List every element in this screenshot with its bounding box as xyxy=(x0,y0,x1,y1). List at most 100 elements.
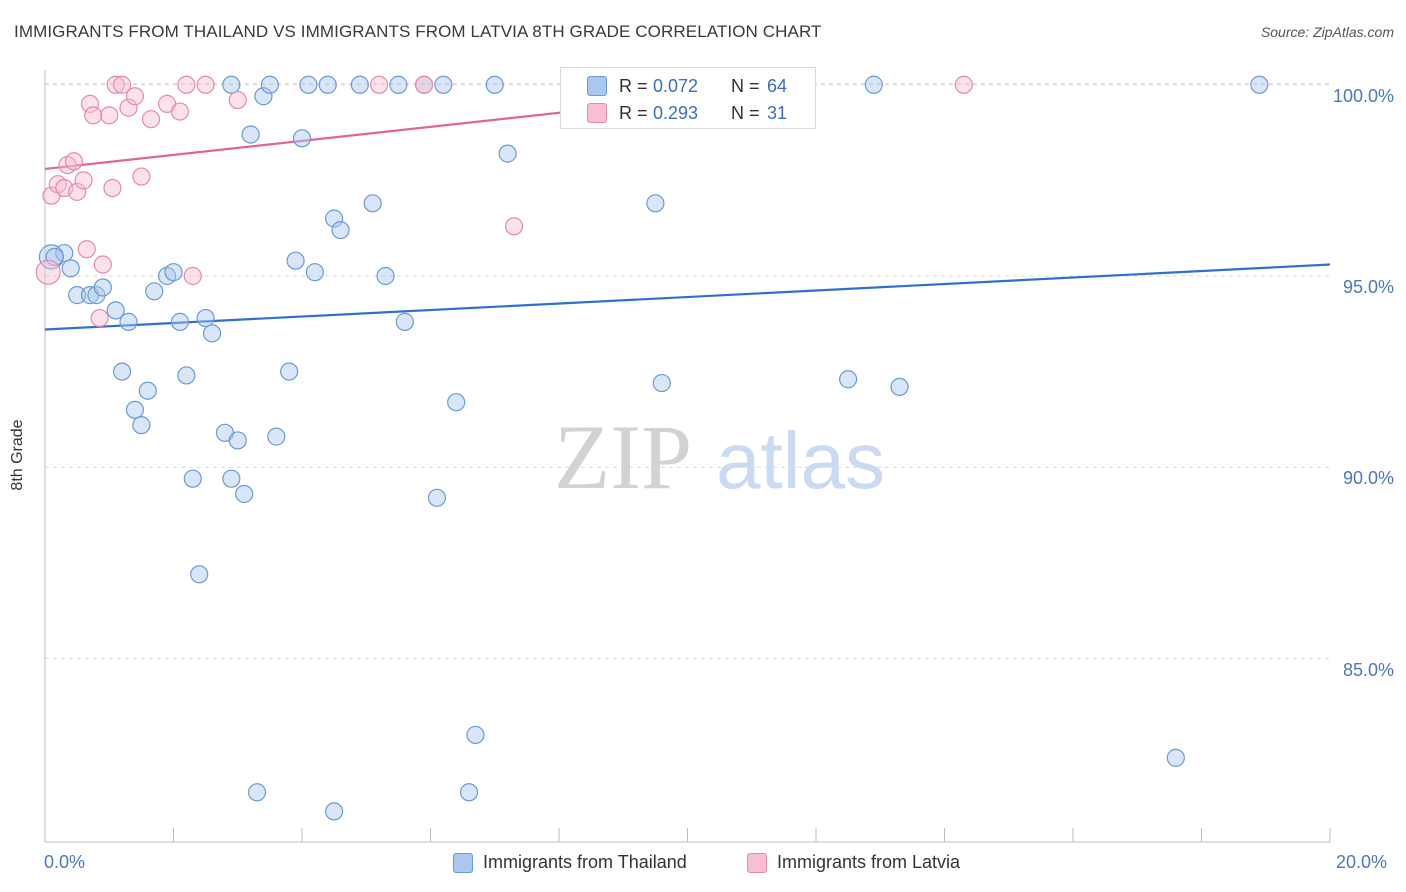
watermark-zip: ZIP xyxy=(554,406,692,508)
latvia-point-25 xyxy=(196,75,215,94)
latvia-point-13 xyxy=(100,106,119,125)
x-tick-min: 0.0% xyxy=(44,852,86,872)
thailand-point-49 xyxy=(485,75,504,94)
thailand-point-46 xyxy=(447,393,466,412)
legend-latvia[interactable]: Immigrants from Latvia xyxy=(747,852,960,873)
latvia-point-15 xyxy=(106,75,125,94)
thailand-point-44 xyxy=(427,488,447,507)
thailand-point-31 xyxy=(292,129,312,148)
thailand-point-24 xyxy=(228,431,247,450)
thailand-point-15 xyxy=(164,263,183,282)
thailand-point-21 xyxy=(202,324,222,343)
latvia-point-10 xyxy=(84,106,103,125)
thailand-point-3 xyxy=(68,286,87,305)
thailand-point-63 xyxy=(260,75,279,94)
thailand-r-value: 0.072 xyxy=(653,75,699,96)
source-label: Source: ZipAtlas.com xyxy=(1260,24,1394,40)
thailand-point-37 xyxy=(331,220,350,240)
data-points xyxy=(35,75,1269,821)
stats-row-latvia: R = 0.293 N = 31 xyxy=(561,100,815,126)
latvia-n-value: 31 xyxy=(767,102,788,123)
thailand-point-30 xyxy=(286,251,305,270)
latvia-r-label: R = xyxy=(619,102,648,123)
thailand-n-label: N = xyxy=(731,75,760,96)
latvia-point-26 xyxy=(228,90,247,110)
latvia-r-value: 0.293 xyxy=(653,102,699,123)
thailand-point-38 xyxy=(350,75,369,94)
thailand-point-16 xyxy=(170,312,190,331)
y-tick-85: 85.0% xyxy=(1342,660,1394,680)
latvia-point-14 xyxy=(103,178,122,198)
latvia-point-0 xyxy=(35,259,61,285)
thailand-point-26 xyxy=(247,783,267,802)
thailand-point-45 xyxy=(434,75,453,94)
thailand-point-40 xyxy=(376,266,395,286)
thailand-point-12 xyxy=(138,381,157,400)
x-tick-max: 20.0% xyxy=(1336,852,1388,872)
thailand-point-55 xyxy=(839,370,858,389)
latvia-point-9 xyxy=(80,94,100,113)
legend-latvia-swatch xyxy=(747,852,767,873)
thailand-point-17 xyxy=(177,366,196,385)
thailand-point-36 xyxy=(325,209,344,228)
thailand-point-41 xyxy=(389,75,408,94)
latvia-point-27 xyxy=(370,75,389,94)
thailand-point-2 xyxy=(61,259,80,278)
y-tick-100: 100.0% xyxy=(1332,86,1394,106)
axes xyxy=(44,70,1331,843)
thailand-point-25 xyxy=(235,484,254,504)
thailand-point-6 xyxy=(93,278,112,297)
thailand-point-11 xyxy=(132,416,151,435)
watermark-atlas: atlas xyxy=(716,416,885,505)
thailand-point-23 xyxy=(222,469,241,488)
thailand-n-value: 64 xyxy=(767,75,788,96)
y-tick-90: 90.0% xyxy=(1342,468,1394,488)
legend-thailand-label: Immigrants from Thailand xyxy=(483,852,687,872)
thailand-point-62 xyxy=(222,75,241,94)
thailand-point-27 xyxy=(254,87,273,106)
legend-thailand[interactable]: Immigrants from Thailand xyxy=(453,852,687,873)
thailand-point-9 xyxy=(112,362,132,381)
thailand-point-1 xyxy=(55,243,74,263)
thailand-point-35 xyxy=(325,802,344,821)
thailand-point-53 xyxy=(652,373,671,393)
latvia-point-16 xyxy=(112,75,132,94)
latvia-swatch xyxy=(587,103,607,123)
latvia-point-30 xyxy=(954,75,973,94)
latvia-point-18 xyxy=(125,87,145,106)
thailand-point-29 xyxy=(280,362,299,381)
thailand-point-32 xyxy=(299,75,318,94)
y-tick-95: 95.0% xyxy=(1342,277,1394,297)
thailand-swatch xyxy=(587,76,607,96)
thailand-point-48 xyxy=(466,725,485,745)
latvia-point-28 xyxy=(414,75,434,94)
thailand-point-50 xyxy=(498,144,517,163)
latvia-point-29 xyxy=(504,217,524,236)
stats-legend: R = 0.072 N = 64 R = 0.293 N = 31 xyxy=(560,67,816,129)
latvia-point-7 xyxy=(74,171,93,190)
latvia-point-11 xyxy=(90,308,109,328)
thailand-point-57 xyxy=(890,377,909,396)
chart-title: IMMIGRANTS FROM THAILAND VS IMMIGRANTS F… xyxy=(14,22,822,41)
thailand-point-18 xyxy=(183,469,202,488)
thailand-r-label: R = xyxy=(619,75,648,96)
thailand-point-7 xyxy=(106,301,125,320)
latvia-n-label: N = xyxy=(731,102,760,123)
thailand-point-58 xyxy=(1166,748,1185,767)
latvia-point-12 xyxy=(93,255,112,274)
latvia-point-6 xyxy=(68,182,87,201)
thailand-point-28 xyxy=(267,427,286,446)
thailand-point-8 xyxy=(119,312,138,331)
thailand-point-10 xyxy=(125,400,145,419)
gridlines xyxy=(45,83,1330,659)
latvia-point-23 xyxy=(177,75,196,94)
thailand-point-20 xyxy=(196,308,215,328)
stats-row-thailand: R = 0.072 N = 64 xyxy=(561,73,815,99)
latvia-point-22 xyxy=(170,102,190,121)
thailand-point-61 xyxy=(45,247,64,266)
thailand-point-13 xyxy=(145,282,164,301)
thailand-point-60 xyxy=(241,125,260,144)
thailand-point-33 xyxy=(318,75,337,94)
thailand-point-52 xyxy=(646,194,665,213)
